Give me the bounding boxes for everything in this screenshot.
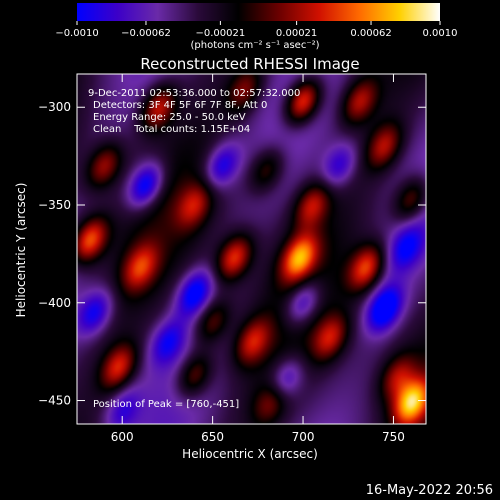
- y-tick-label: −400: [38, 296, 71, 310]
- colorbar-tick-label: 0.00021: [276, 28, 317, 39]
- colorbar-tick-label: −0.00021: [196, 28, 246, 39]
- colorbar-tick-label: −0.00062: [121, 28, 171, 39]
- annotation-peak-position: Position of Peak = [760,-451]: [93, 399, 239, 410]
- x-tick-label: 750: [382, 430, 405, 444]
- y-axis-label: Heliocentric Y (arcsec): [14, 183, 28, 318]
- x-axis-label: Heliocentric X (arcsec): [182, 447, 318, 461]
- x-tick-label: 700: [292, 430, 315, 444]
- annotation-time-range: 9-Dec-2011 02:53:36.000 to 02:57:32.000: [88, 88, 300, 99]
- heatmap-image: [77, 74, 426, 424]
- y-tick-label: −300: [38, 100, 71, 114]
- colorbar-unit-label: (photons cm⁻² s⁻¹ asec⁻²): [190, 40, 319, 51]
- plot-frame: [76, 73, 427, 425]
- annotation-clean-counts: Clean Total counts: 1.15E+04: [93, 124, 250, 135]
- colorbar-tick-label: −0.0010: [55, 28, 98, 39]
- colorbar-ticks: −0.0010 −0.00062 −0.00021 0.00021 0.00062 0.0…: [55, 21, 458, 39]
- colorbar-tick-label: 0.0010: [423, 28, 458, 39]
- x-tick-label: 600: [111, 430, 134, 444]
- y-tick-label: −450: [38, 394, 71, 408]
- annotation-detectors: Detectors: 3F 4F 5F 6F 7F 8F, Att 0: [93, 100, 267, 111]
- axes: 600 650 700 750 −300 −350 −400 −450: [38, 74, 426, 444]
- y-tick-label: −350: [38, 198, 71, 212]
- x-tick-label: 650: [201, 430, 224, 444]
- chart-title: Reconstructed RHESSI Image: [140, 55, 359, 73]
- colorbar-tick-label: 0.00062: [350, 28, 391, 39]
- annotation-energy-range: Energy Range: 25.0 - 50.0 keV: [93, 112, 246, 123]
- colorbar: [77, 3, 440, 21]
- timestamp: 16-May-2022 20:56: [366, 483, 493, 498]
